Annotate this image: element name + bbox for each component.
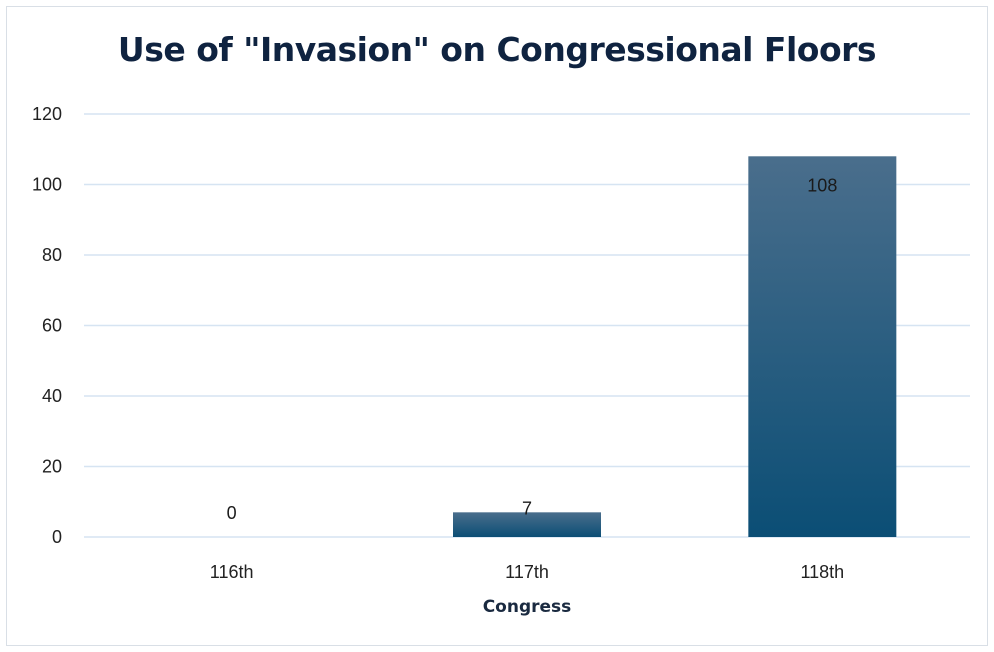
data-label-117th: 7 <box>522 498 532 518</box>
y-tick-label: 120 <box>32 104 62 124</box>
data-label-118th: 108 <box>807 175 837 195</box>
bar-118th <box>748 156 897 538</box>
y-tick-label: 60 <box>42 316 62 336</box>
y-tick-label: 100 <box>32 175 62 195</box>
x-tick-label: 117th <box>505 562 549 582</box>
chart-title: Use of "Invasion" on Congressional Floor… <box>117 30 877 69</box>
x-axis-title: Congress <box>483 597 572 617</box>
bar-117th <box>453 512 601 537</box>
x-tick-label: 118th <box>800 562 844 582</box>
y-tick-label: 80 <box>42 245 62 265</box>
x-tick-label: 116th <box>210 562 254 582</box>
bars <box>453 156 897 538</box>
y-tick-label: 0 <box>52 527 62 547</box>
y-tick-label: 20 <box>42 457 62 477</box>
y-tick-label: 40 <box>42 386 62 406</box>
data-label-116th: 0 <box>227 503 237 523</box>
labels: 0 20 40 60 80 100 120 116th 0 117th 7 118th 108 <box>32 104 844 582</box>
